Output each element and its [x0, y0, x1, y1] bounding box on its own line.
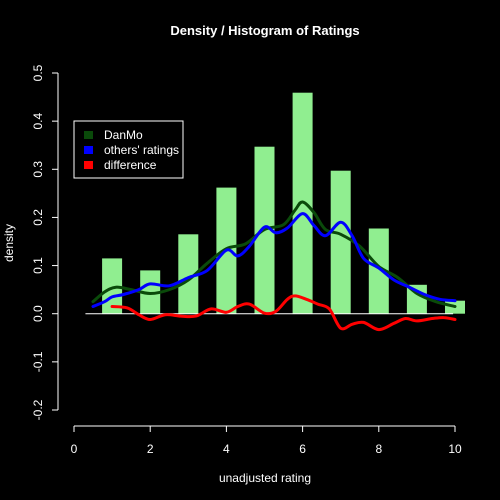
curve-danmo: [91, 200, 457, 308]
x-tick-label: 6: [299, 442, 306, 456]
y-tick-label: -0.2: [31, 399, 45, 420]
histogram-bar-3: [178, 234, 199, 314]
x-axis: 0 2 4 6 8 10: [71, 425, 462, 456]
legend-swatch: [84, 161, 93, 169]
density-curves: [91, 200, 457, 332]
y-axis-label: density: [2, 224, 16, 262]
chart-title: Density / Histogram of Ratings: [170, 23, 359, 38]
histogram-bar-8: [368, 228, 389, 314]
x-tick-label: 2: [147, 442, 154, 456]
curve-others-ratings: [91, 212, 457, 308]
y-tick-label: 0.4: [31, 112, 45, 129]
y-axis: -0.2 -0.1 0.0 0.1 0.2 0.3 0.4 0.5: [31, 64, 59, 420]
curve-difference: [110, 294, 457, 332]
histogram-bar-7: [330, 170, 351, 314]
x-tick-label: 10: [448, 442, 462, 456]
legend-label: difference: [104, 158, 157, 172]
legend-swatch: [84, 146, 93, 154]
y-tick-label: 0.1: [31, 257, 45, 274]
x-tick-label: 0: [71, 442, 78, 456]
y-tick-label: 0.0: [31, 305, 45, 322]
x-axis-label: unadjusted rating: [219, 471, 311, 485]
legend-label: DanMo: [104, 128, 143, 142]
x-tick-label: 8: [375, 442, 382, 456]
y-tick-label: 0.2: [31, 209, 45, 226]
x-tick-label: 4: [223, 442, 230, 456]
legend-box: [73, 120, 184, 179]
legend-swatch: [84, 131, 93, 139]
y-tick-label: 0.5: [31, 64, 45, 81]
legend-label: others' ratings: [104, 143, 179, 157]
y-tick-label: -0.1: [31, 351, 45, 372]
y-tick-label: 0.3: [31, 161, 45, 178]
